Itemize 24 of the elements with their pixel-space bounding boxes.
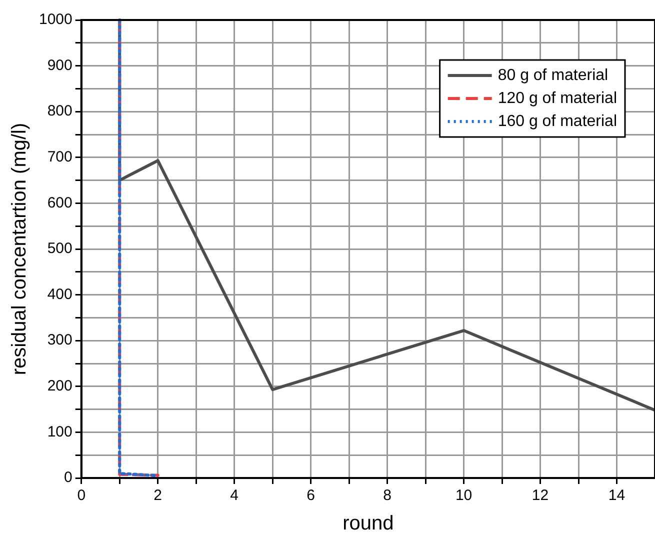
y-tick-label: 200 (47, 378, 72, 395)
x-tick-label: 8 (383, 487, 392, 504)
y-tick-label: 300 (47, 332, 72, 349)
x-tick-label: 6 (306, 487, 315, 504)
y-tick-label: 0 (64, 469, 72, 486)
x-tick-label: 14 (608, 487, 626, 504)
x-tick-label: 4 (230, 487, 239, 504)
y-tick-label: 700 (47, 148, 72, 166)
x-tick-label: 12 (532, 487, 549, 504)
y-axis-title: residual concentartion (mg/l) (8, 122, 31, 376)
y-tick-label: 600 (47, 194, 72, 212)
y-tick-label: 900 (47, 56, 72, 74)
legend-label: 160 g of material (498, 112, 618, 130)
x-axis-title: round (342, 512, 394, 535)
y-tick-label: 400 (47, 286, 72, 303)
x-tick-label: 0 (77, 487, 86, 504)
y-tick-label: 100 (47, 423, 72, 440)
y-tick-label: 500 (47, 240, 72, 258)
x-tick-label: 2 (154, 487, 162, 504)
legend-label: 120 g of material (498, 90, 618, 107)
y-tick-label: 800 (47, 102, 72, 120)
x-tick-label: 10 (455, 487, 472, 504)
y-tick-label: 1000 (38, 11, 72, 28)
legend-label: 80 g of material (498, 66, 608, 84)
